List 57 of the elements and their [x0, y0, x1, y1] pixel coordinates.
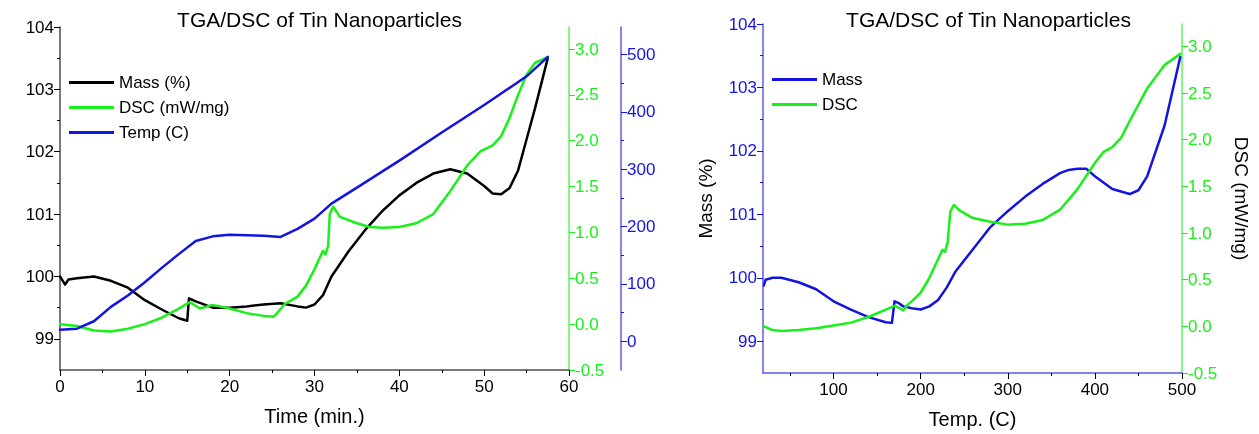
x-tick-label: 200: [906, 380, 935, 399]
y-tick-label: 102: [25, 142, 54, 162]
y3-tick-label: 400: [627, 102, 656, 122]
y3-tick-label: 300: [627, 159, 656, 179]
x-tick-label: 10: [135, 377, 155, 396]
y2-tick-label: 3.0: [1188, 36, 1212, 56]
y2-tick-label: 0.5: [1188, 270, 1212, 290]
x-axis-title: Time (min.): [264, 405, 365, 427]
y2-tick-label: 1.0: [1188, 223, 1212, 243]
y-tick-label: 100: [728, 268, 757, 288]
y-tick-label: 99: [738, 331, 757, 351]
y2-tick-label: 3.0: [575, 39, 599, 59]
y2-tick-label: 0.5: [575, 268, 599, 288]
y-axis-title: Mass (%): [695, 158, 716, 239]
y2-axis-title: DSC (mW/mg): [1231, 136, 1252, 261]
x-tick-label: 20: [220, 377, 240, 396]
legend-label: DSC (mW/mg): [119, 98, 230, 117]
y-tick-label: 101: [728, 204, 757, 224]
y-tick-label: 104: [25, 17, 54, 37]
y-tick-label: 99: [35, 329, 54, 349]
y2-tick-label: 2.0: [575, 131, 599, 151]
y2-tick-label: 0.0: [1188, 316, 1212, 336]
x-tick-label: 60: [559, 377, 579, 396]
y2-tick-label: -0.5: [575, 360, 605, 380]
legend-label: DSC: [822, 95, 858, 114]
y2-tick-label: 1.5: [575, 177, 599, 197]
x-axis-title: Temp. (C): [928, 408, 1017, 430]
x-tick-label: 100: [819, 380, 848, 399]
y2-tick-label: 2.5: [1188, 83, 1212, 103]
y2-tick-label: 1.0: [575, 222, 599, 242]
x-tick-label: 50: [474, 377, 494, 396]
legend-label: Temp (C): [119, 123, 189, 142]
y-tick-label: 104: [728, 14, 757, 34]
y2-tick-label: 2.0: [1188, 130, 1212, 150]
y-tick-label: 101: [25, 204, 54, 224]
y-tick-label: 103: [25, 79, 54, 99]
y3-tick-label: 500: [627, 45, 656, 65]
x-tick-label: 0: [55, 377, 65, 396]
y-tick-label: 103: [728, 77, 757, 97]
x-tick-label: 40: [389, 377, 409, 396]
x-tick-label: 500: [1167, 380, 1197, 399]
y2-tick-label: 2.5: [575, 85, 599, 105]
y-tick-label: 100: [25, 266, 54, 286]
x-tick-label: 30: [305, 377, 324, 396]
y3-tick-label: 200: [627, 217, 656, 237]
chart-title: TGA/DSC of Tin Nanoparticles: [177, 8, 462, 31]
y2-tick-label: -0.5: [1188, 363, 1218, 383]
legend-label: Mass (%): [119, 73, 191, 92]
legend-label: Mass: [822, 70, 863, 89]
y2-tick-label: 1.5: [1188, 176, 1212, 196]
y3-tick-label: 0: [627, 331, 637, 351]
x-tick-label: 300: [993, 380, 1022, 399]
y3-tick-label: 100: [627, 274, 656, 294]
x-tick-label: 400: [1080, 380, 1110, 399]
y-tick-label: 102: [728, 141, 757, 161]
y2-tick-label: 0.0: [575, 314, 599, 334]
chart-title: TGA/DSC of Tin Nanoparticles: [846, 8, 1131, 31]
